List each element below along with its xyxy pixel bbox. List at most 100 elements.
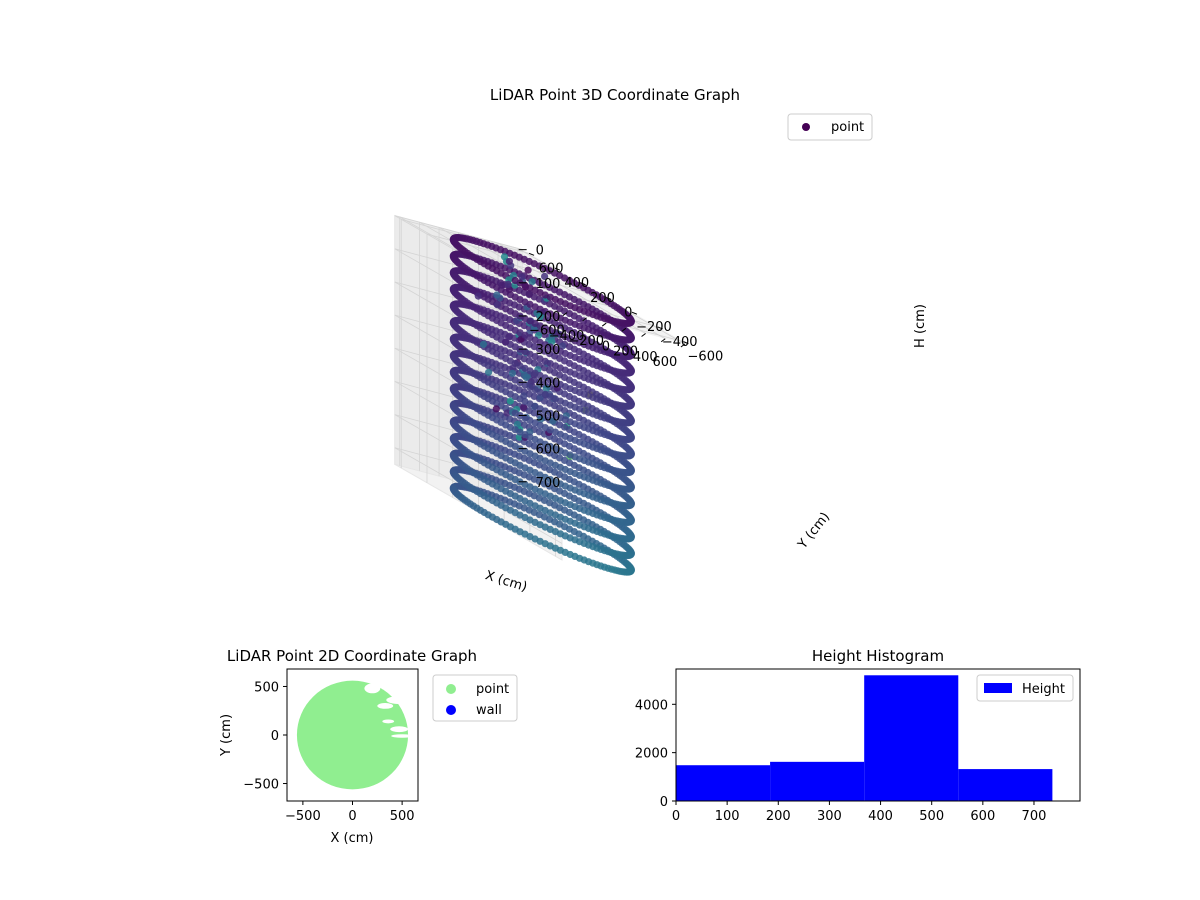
point-3d [559, 342, 567, 350]
y-tick-label: 0 [624, 305, 632, 320]
x-tick-label: 600 [652, 355, 677, 370]
z-tick-label: 400 [536, 376, 561, 391]
y-tick-label: −500 [243, 778, 279, 793]
x-tick-label: 0 [348, 809, 356, 824]
gridline [394, 215, 523, 251]
z-tick-label: 500 [536, 409, 561, 424]
y-tick-mark [606, 297, 612, 300]
histogram-legend-swatch [984, 683, 1012, 693]
point-3d [549, 417, 557, 425]
point-3d [524, 266, 532, 274]
z-tick-label: 100 [536, 277, 561, 292]
chart-3d-ylabel: Y (cm) [795, 510, 833, 553]
point-3d [485, 368, 493, 376]
x-tick-label: 500 [390, 809, 415, 824]
point-3d [520, 403, 528, 411]
point-3d [622, 336, 630, 344]
x-tick-label: −600 [529, 324, 565, 339]
x-tick-mark [621, 327, 627, 332]
histogram-bar [864, 675, 959, 801]
x-tick-label: 500 [919, 809, 944, 824]
point-3d [493, 301, 501, 309]
y-tick-mark [683, 341, 689, 345]
y-tick-mark [554, 267, 560, 271]
chart-2d-legend-wall-marker [446, 705, 456, 715]
y-tick-label: 4000 [635, 698, 668, 713]
chart-2d-xlabel: X (cm) [331, 831, 374, 846]
x-tick-label: 600 [970, 809, 995, 824]
histogram-title: Height Histogram [812, 647, 944, 665]
y-tick-label: 0 [271, 729, 279, 744]
y-tick-label: −400 [662, 335, 698, 350]
y-tick-mark [528, 252, 535, 256]
point-3d [536, 313, 544, 321]
point-3d [506, 397, 514, 405]
x-tick-label: −500 [285, 809, 321, 824]
point-3d [518, 273, 526, 281]
point-3d [622, 485, 630, 493]
x-tick-label: 400 [868, 809, 893, 824]
chart-2d-ylabel: Y (cm) [219, 714, 234, 757]
point-3d [508, 369, 517, 377]
x-tick-label: 0 [672, 809, 680, 824]
z-tick-label: 200 [536, 310, 561, 325]
point-cloud-gap [391, 734, 414, 738]
y-tick-mark [657, 326, 663, 330]
point-3d [622, 319, 630, 327]
point-3d [622, 568, 630, 576]
point-3d [504, 280, 512, 288]
chart-2d-legend: point wall [432, 674, 518, 722]
chart-3d-zlabel: H (cm) [913, 304, 928, 348]
point-3d [622, 353, 630, 361]
point-3d [479, 340, 488, 348]
point-3d [537, 415, 545, 423]
point-3d [493, 291, 501, 299]
y-tick-mark [580, 282, 586, 286]
point-cloud-gap [390, 726, 409, 733]
point-3d [505, 333, 513, 341]
y-tick-label: 2000 [635, 747, 668, 762]
histogram-legend-label: Height [1022, 682, 1065, 697]
chart-3d-legend-label: point [831, 120, 864, 135]
point-3d [474, 292, 482, 300]
chart-3d-legend-box [787, 113, 873, 141]
point-3d [622, 502, 630, 510]
y-tick-label: 500 [254, 680, 279, 695]
z-tick-label: 700 [536, 476, 561, 491]
x-tick-label: −400 [549, 329, 585, 344]
point-cloud-gap [364, 683, 381, 694]
chart-3d-legend: point [787, 113, 873, 141]
z-tick-label: 600 [536, 443, 561, 458]
point-3d [541, 272, 549, 280]
chart-2d-title: LiDAR Point 2D Coordinate Graph [227, 647, 477, 665]
y-tick-mark [631, 311, 638, 315]
point-3d [501, 338, 510, 346]
point-3d [622, 419, 630, 427]
chart-2d-legend-point-label: point [476, 682, 509, 697]
point-cloud-gap [382, 719, 395, 724]
y-tick-label: 600 [539, 261, 564, 276]
chart-3d: LiDAR Point 3D Coordinate Graph −600−400… [394, 86, 928, 595]
chart-3d-points [449, 233, 636, 576]
point-3d [622, 469, 630, 477]
x-tick-label: 700 [1022, 809, 1047, 824]
point-3d [622, 551, 630, 560]
point-3d [505, 257, 513, 265]
point-3d [548, 338, 556, 346]
chart-2d-legend-point-marker [446, 684, 456, 694]
x-tick-mark [582, 317, 587, 322]
x-tick-label: 200 [613, 345, 638, 360]
histogram-bar [770, 761, 865, 801]
x-tick-mark [680, 343, 686, 348]
point-3d [622, 435, 630, 444]
point-3d [503, 409, 511, 417]
y-tick-label: 400 [564, 276, 589, 291]
point-cloud-gap [377, 702, 394, 709]
chart-2d-legend-wall-label: wall [476, 703, 502, 718]
chart-2d: LiDAR Point 2D Coordinate Graph −500 0 500… [219, 647, 518, 846]
histogram-bar [676, 765, 771, 801]
chart-2d-points [296, 680, 414, 790]
x-tick-label: 0 [602, 339, 610, 354]
